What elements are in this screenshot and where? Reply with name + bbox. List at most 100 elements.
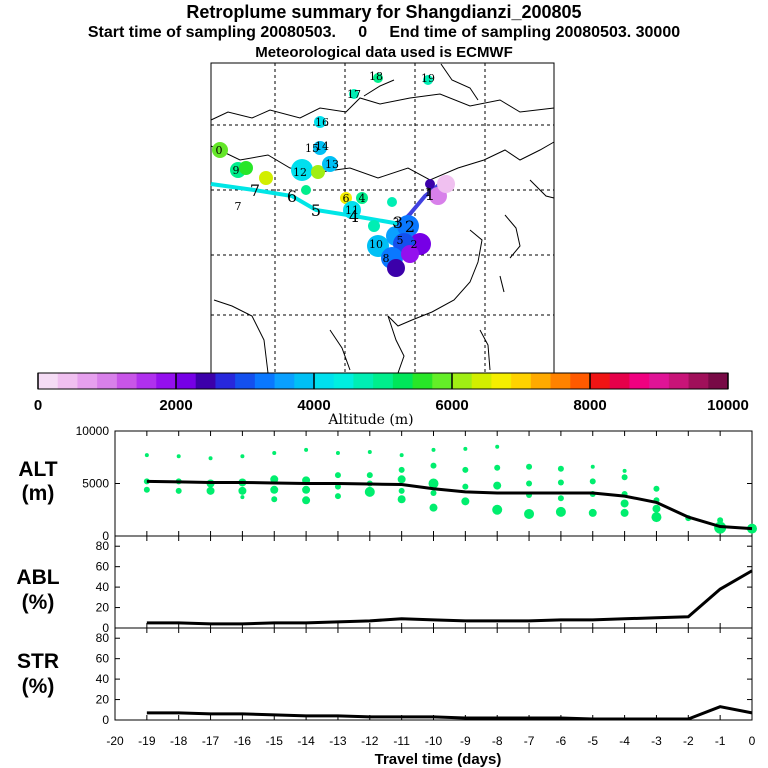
map-day-label: 3 <box>393 216 400 229</box>
colorbar-tick-label: 2000 <box>159 397 192 414</box>
map-day-label: 9 <box>233 164 240 177</box>
plume-blob <box>311 165 325 179</box>
x-tick-label: -17 <box>202 734 220 748</box>
x-tick-label: -1 <box>715 734 726 748</box>
alt-point <box>462 483 469 490</box>
alt-point <box>620 499 629 508</box>
plume-blob <box>212 142 228 158</box>
colorbar-xlabel: Altitude (m) <box>327 412 413 428</box>
alt-point <box>144 453 149 458</box>
alt-point <box>397 495 406 504</box>
x-tick-label: -10 <box>425 734 443 748</box>
alt-point <box>526 463 533 470</box>
plume-blob <box>313 141 327 155</box>
colorbar-swatch <box>570 373 591 389</box>
colorbar-swatch <box>649 373 670 389</box>
plume-blob <box>259 171 273 185</box>
x-axis-label: Travel time (days) <box>375 751 502 768</box>
colorbar-swatch <box>314 373 335 389</box>
alt-point <box>652 504 661 513</box>
plume-blob <box>425 179 435 189</box>
alt-point <box>302 496 311 505</box>
map-coastlines <box>210 63 555 374</box>
alt-point <box>461 497 470 506</box>
alt-point <box>143 486 150 493</box>
panel-ylabel-unit: (m) <box>22 482 55 505</box>
alt-point <box>526 480 533 487</box>
alt-point <box>367 450 372 454</box>
colorbar-swatch <box>38 373 59 389</box>
alt-point <box>524 508 535 519</box>
map-day-label: 15 <box>305 142 319 155</box>
alt-point <box>463 446 468 451</box>
panel-str: 0 20 40 60 80 STR(%) <box>17 627 753 727</box>
map-day-label: 14 <box>315 140 329 153</box>
plume-blob <box>397 215 419 237</box>
alt-point <box>366 472 373 479</box>
map-trail-label: 3 <box>393 213 403 232</box>
colorbar-swatch <box>471 373 492 389</box>
x-axis: -20 -19 -18 -17 -16 -15 -14 -13 -12 -11 -10 -9 -8 -7-… <box>106 734 755 768</box>
y-tick-label: 10000 <box>76 424 110 438</box>
colorbar-swatch <box>254 373 276 389</box>
x-tick-label: -20 <box>106 734 124 748</box>
alt-point <box>304 447 309 452</box>
map-trail-label: 6 <box>287 187 297 206</box>
alt-point <box>270 475 279 484</box>
alt-point <box>398 466 405 473</box>
alt-point <box>399 453 404 458</box>
plume-blob <box>314 116 326 128</box>
str-line <box>146 705 753 721</box>
y-tick-label: 20 <box>96 693 110 707</box>
alt-point <box>240 495 245 500</box>
colorbar-swatch <box>215 373 236 389</box>
panel-frame <box>114 627 753 721</box>
plume-blob <box>349 89 359 99</box>
alt-point <box>494 464 501 471</box>
y-tick-label: 40 <box>96 580 110 594</box>
x-tick-label: -14 <box>297 734 315 748</box>
alt-point <box>590 464 595 469</box>
panel-alt: 0 5000 10000 ALT(m) <box>18 424 757 543</box>
x-tick-label: -9 <box>460 734 471 748</box>
alt-point <box>398 487 405 494</box>
panel-frame <box>114 535 753 629</box>
alt-point <box>270 485 279 494</box>
alt-point <box>334 493 341 500</box>
x-tick-label: -15 <box>266 734 284 748</box>
map-day-label: 7 <box>235 200 242 213</box>
colorbar-swatch <box>195 373 216 389</box>
colorbar-swatch <box>116 373 138 389</box>
colorbar-tick-label: 0 <box>34 397 42 414</box>
alt-point <box>428 478 439 489</box>
colorbar-swatch <box>668 373 690 389</box>
colorbar-swatch <box>373 373 394 389</box>
alt-point <box>175 487 182 494</box>
colorbar-tick-label: 4000 <box>297 397 330 414</box>
map-day-label: 10 <box>369 238 383 251</box>
colorbar-swatch <box>609 373 630 389</box>
y-tick-label: 60 <box>96 560 110 574</box>
alt-point <box>272 451 277 456</box>
alt-point <box>622 468 627 473</box>
x-tick-label: -6 <box>556 734 567 748</box>
alt-point <box>335 451 340 456</box>
alt-point <box>206 486 215 495</box>
panel-ylabel: STR <box>17 650 59 673</box>
plume-blob <box>437 175 455 193</box>
alt-point <box>334 483 341 490</box>
alt-point <box>462 466 469 473</box>
x-tick-label: -13 <box>329 734 347 748</box>
alt-point <box>271 496 278 503</box>
panel-ylabel: ABL <box>16 566 59 589</box>
alt-point <box>493 481 502 490</box>
colorbar-swatch <box>491 373 512 389</box>
x-tick-label: -7 <box>524 734 535 748</box>
colorbar-swatch <box>136 373 157 389</box>
map-day-label: 16 <box>315 116 329 129</box>
plume-blob <box>340 192 352 204</box>
x-tick-label: 0 <box>749 734 756 748</box>
colorbar-swatch <box>77 373 98 389</box>
